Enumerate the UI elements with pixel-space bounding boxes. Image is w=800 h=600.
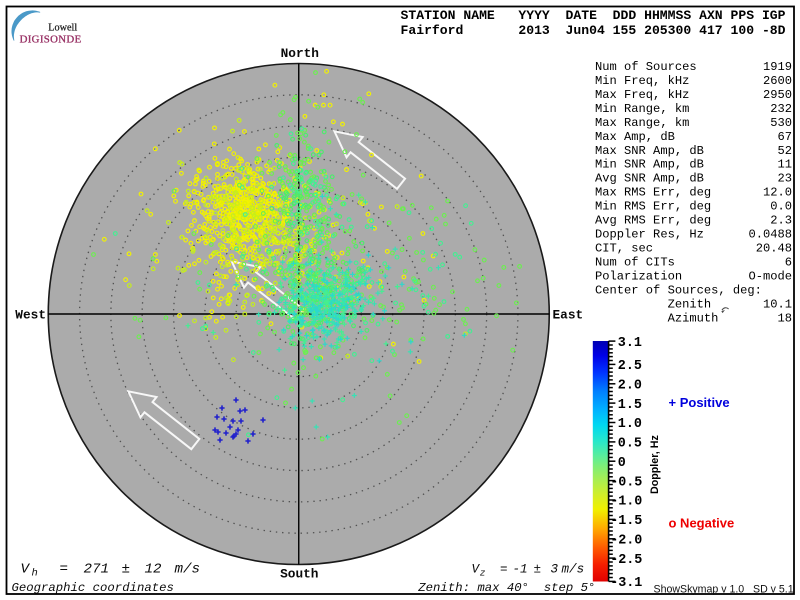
svg-text:Geographic coordinates: Geographic coordinates [12, 581, 174, 595]
svg-text:Avg SNR Amp, dB: Avg SNR Amp, dB [595, 172, 704, 186]
svg-text:Min Range, km: Min Range, km [595, 102, 689, 116]
svg-text:Doppler, Hz: Doppler, Hz [649, 435, 661, 494]
svg-text:1919: 1919 [763, 60, 792, 74]
svg-text:Zenith: Zenith [595, 297, 711, 311]
svg-text:Max Freq, kHz: Max Freq, kHz [595, 88, 689, 102]
svg-text:-2.5: -2.5 [610, 553, 642, 568]
svg-text:Center of Sources, deg:: Center of Sources, deg: [595, 283, 762, 297]
svg-text:DIGISONDE: DIGISONDE [20, 33, 82, 45]
svg-text:o Negative: o Negative [669, 516, 735, 531]
svg-text:Num of CITs: Num of CITs [595, 255, 675, 269]
svg-text:STATION NAME YYYY DATE DDD: STATION NAME YYYY DATE DDD HHMMSS AXN PP… [401, 8, 786, 23]
svg-text:East: East [553, 307, 584, 322]
svg-text:52: 52 [777, 144, 792, 158]
svg-text:Min Freq, kHz: Min Freq, kHz [595, 74, 689, 88]
svg-text:10.1: 10.1 [763, 297, 792, 311]
svg-text:Avg RMS Err, deg: Avg RMS Err, deg [595, 214, 711, 228]
svg-text:North: North [281, 46, 319, 61]
svg-text:Lowell: Lowell [48, 22, 77, 33]
svg-text:12.0: 12.0 [763, 186, 792, 200]
svg-text:1.5: 1.5 [618, 398, 642, 413]
svg-text:2.3: 2.3 [770, 214, 792, 228]
svg-text:Max SNR Amp, dB: Max SNR Amp, dB [595, 144, 704, 158]
svg-text:232: 232 [770, 102, 792, 116]
svg-text:530: 530 [770, 116, 792, 130]
svg-text:Min SNR Amp, dB: Min SNR Amp, dB [595, 158, 704, 172]
svg-text:0: 0 [618, 456, 626, 471]
svg-text:2.0: 2.0 [618, 378, 642, 393]
svg-text:-0.5: -0.5 [610, 475, 642, 490]
svg-text:CIT, sec: CIT, sec [595, 242, 653, 256]
svg-text:Doppler Res, Hz: Doppler Res, Hz [595, 228, 704, 242]
svg-text:South: South [280, 567, 318, 582]
svg-text:2950: 2950 [763, 88, 792, 102]
svg-text:+ Positive: + Positive [669, 395, 730, 410]
svg-text:Fairford 2013 Jun04 155: Fairford 2013 Jun04 155 205300 417 100 -… [401, 23, 786, 38]
svg-text:2600: 2600 [763, 74, 792, 88]
svg-text:23: 23 [777, 172, 792, 186]
svg-text:Azimuth: Azimuth [595, 311, 718, 325]
svg-text:0.0488: 0.0488 [748, 228, 792, 242]
svg-text:West: West [15, 307, 46, 322]
svg-text:Min RMS Err, deg: Min RMS Err, deg [595, 200, 711, 214]
svg-text:67: 67 [777, 130, 792, 144]
svg-text:ShowSkymap v 1.0 SD v 5.1: ShowSkymap v 1.0 SD v 5.1 [654, 583, 794, 595]
svg-text:Polarization: Polarization [595, 269, 682, 283]
svg-text:Max RMS Err, deg: Max RMS Err, deg [595, 186, 711, 200]
svg-text:O-mode: O-mode [748, 269, 792, 283]
svg-text:0.5: 0.5 [618, 437, 642, 452]
svg-text:1.0: 1.0 [618, 417, 642, 432]
svg-text:3.1: 3.1 [618, 336, 642, 351]
svg-text:-1.0: -1.0 [610, 495, 642, 510]
svg-text:20.48: 20.48 [756, 242, 792, 256]
svg-text:18: 18 [777, 311, 792, 325]
svg-text:-1.5: -1.5 [610, 514, 642, 529]
svg-text:Max Range, km: Max Range, km [595, 116, 689, 130]
svg-text:6: 6 [785, 255, 792, 269]
svg-text:2.5: 2.5 [618, 359, 642, 374]
svg-text:Num of Sources: Num of Sources [595, 60, 697, 74]
svg-text:Zenith: max 40° step 5°: Zenith: max 40° step 5° [417, 581, 595, 595]
svg-text:-2.0: -2.0 [610, 534, 642, 549]
svg-text:-3.1: -3.1 [610, 576, 642, 591]
svg-text:0.0: 0.0 [770, 200, 792, 214]
svg-text:11: 11 [777, 158, 792, 172]
svg-text:Max Amp, dB: Max Amp, dB [595, 130, 675, 144]
